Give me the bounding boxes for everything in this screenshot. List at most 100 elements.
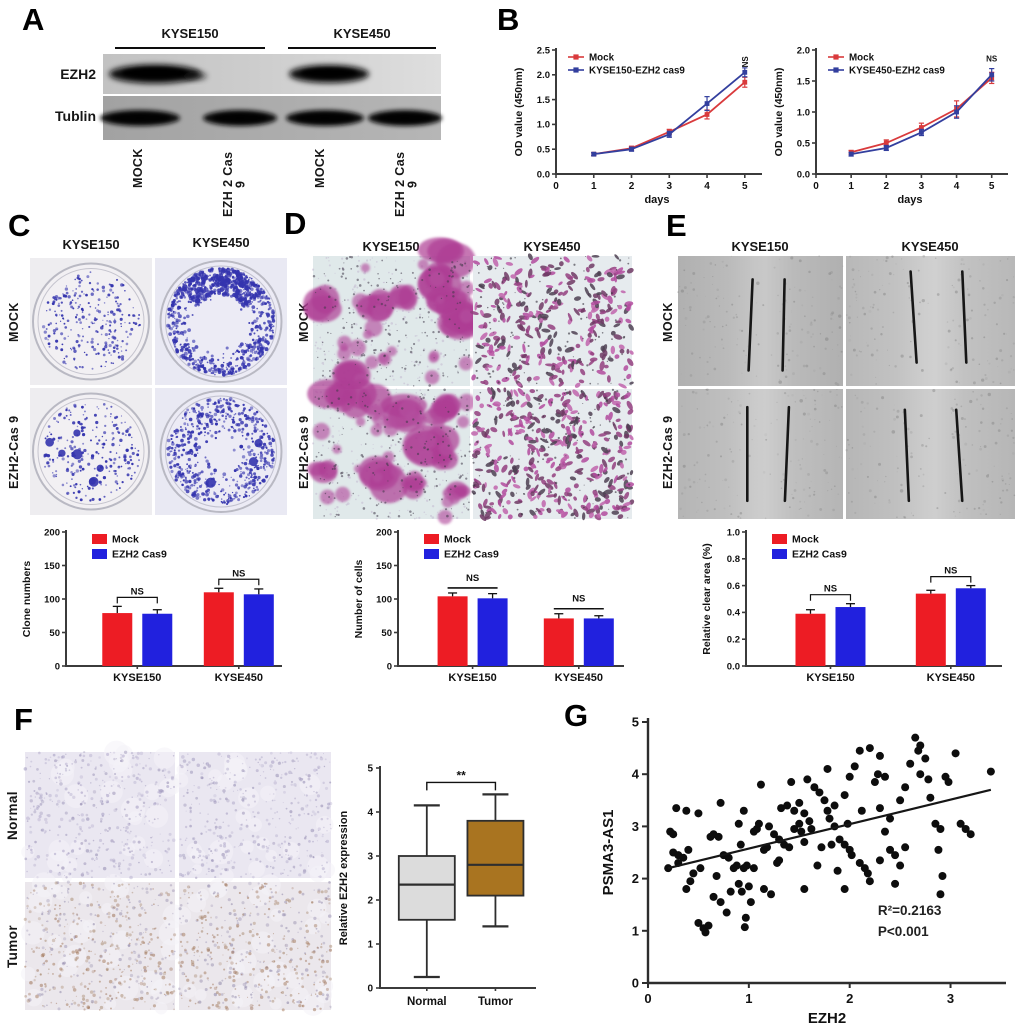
svg-text:Mock: Mock	[444, 534, 471, 546]
svg-text:1.5: 1.5	[797, 76, 811, 87]
panel-e-row-ezh2cas9: EZH2-Cas 9	[661, 415, 675, 489]
svg-text:Relative clear area (%): Relative clear area (%)	[701, 543, 713, 654]
panel-e-row-mock: MOCK	[661, 302, 675, 342]
panel-c-row-mock: MOCK	[7, 302, 21, 342]
svg-text:2.5: 2.5	[537, 45, 551, 56]
svg-text:0: 0	[387, 661, 392, 672]
svg-text:KYSE150-EZH2 cas9: KYSE150-EZH2 cas9	[589, 66, 685, 77]
lane-label: EZH 2 Cas 9	[393, 151, 420, 217]
cell-numbers-chart: 0 50 100 150 200 NS KYSE150 NS KYSE450 Mock EZH2 C…	[353, 527, 624, 684]
svg-text:0.0: 0.0	[727, 661, 740, 672]
svg-text:2.0: 2.0	[797, 45, 810, 56]
svg-text:1: 1	[848, 181, 854, 192]
panel-g-label: G	[564, 698, 589, 733]
svg-text:EZH2 Cas9: EZH2 Cas9	[444, 549, 499, 561]
svg-text:Number of cells: Number of cells	[353, 559, 365, 638]
panel-d-row-ezh2cas9: EZH2-Cas 9	[297, 415, 311, 489]
clone-numbers-chart: 0 50 100 150 200 NS KYSE150 NS KYSE450 Mock EZH2 C…	[21, 527, 282, 684]
group-underline	[115, 47, 265, 49]
ihc-images	[20, 740, 336, 1016]
svg-text:1: 1	[591, 181, 597, 192]
svg-text:0.5: 0.5	[537, 145, 551, 156]
panel-d-col-kyse450: KYSE450	[523, 239, 581, 254]
svg-text:0.0: 0.0	[537, 169, 550, 180]
svg-text:0.5: 0.5	[797, 138, 811, 149]
svg-text:OD value (450nm): OD value (450nm)	[773, 68, 785, 157]
svg-text:Clone numbers: Clone numbers	[21, 561, 33, 638]
clear-area-chart: 0.0 0.2 0.4 0.6 0.8 1.0 NS KYSE150 NS KYSE450 Mock…	[701, 527, 1002, 684]
svg-text:NS: NS	[944, 566, 957, 577]
svg-text:50: 50	[381, 628, 392, 639]
svg-text:5: 5	[742, 181, 748, 192]
svg-text:KYSE450-EZH2 cas9: KYSE450-EZH2 cas9	[849, 66, 945, 77]
wound-healing-images	[677, 254, 1016, 520]
blot-row-ezh2: EZH2	[60, 66, 96, 82]
svg-text:NS: NS	[131, 586, 144, 597]
svg-text:50: 50	[49, 628, 60, 639]
svg-text:KYSE150: KYSE150	[448, 672, 496, 684]
svg-text:2: 2	[883, 181, 889, 192]
svg-text:0: 0	[813, 181, 819, 192]
svg-text:NS: NS	[741, 56, 750, 68]
panel-e-col-kyse150: KYSE150	[731, 239, 789, 254]
svg-text:Mock: Mock	[849, 53, 875, 64]
svg-text:NS: NS	[986, 55, 998, 64]
panel-a-group-kyse450: KYSE450	[333, 26, 391, 41]
svg-text:150: 150	[376, 561, 392, 572]
svg-text:3: 3	[666, 181, 672, 192]
svg-text:EZH2 Cas9: EZH2 Cas9	[792, 549, 847, 561]
western-blot-image	[100, 54, 442, 140]
svg-text:0.2: 0.2	[727, 635, 740, 646]
svg-text:4: 4	[954, 181, 960, 192]
svg-text:0: 0	[553, 181, 559, 192]
svg-text:days: days	[897, 194, 922, 206]
panel-d-label: D	[284, 206, 307, 241]
svg-text:0.0: 0.0	[797, 169, 810, 180]
svg-text:NS: NS	[466, 573, 479, 584]
svg-text:EZH2 Cas9: EZH2 Cas9	[112, 549, 167, 561]
svg-text:OD value (450nm): OD value (450nm)	[513, 68, 525, 157]
lane-label: MOCK	[131, 148, 145, 188]
svg-text:0.8: 0.8	[727, 554, 740, 565]
panel-f-row-tumor: Tumor	[5, 925, 20, 969]
svg-text:KYSE450: KYSE450	[215, 672, 263, 684]
svg-text:100: 100	[44, 594, 60, 605]
lane-label: MOCK	[313, 148, 327, 188]
svg-text:200: 200	[44, 527, 60, 538]
svg-text:Mock: Mock	[792, 534, 819, 546]
colony-assay-images	[30, 258, 287, 515]
svg-text:KYSE450: KYSE450	[555, 672, 603, 684]
svg-text:0.4: 0.4	[727, 608, 741, 619]
svg-text:KYSE150: KYSE150	[113, 672, 161, 684]
panel-c-col-kyse150: KYSE150	[62, 237, 120, 252]
svg-text:1.5: 1.5	[537, 95, 551, 106]
svg-text:2.0: 2.0	[537, 70, 550, 81]
svg-text:0: 0	[55, 661, 60, 672]
svg-text:5: 5	[989, 181, 995, 192]
panel-a-label: A	[22, 2, 45, 37]
svg-text:NS: NS	[824, 584, 837, 595]
panel-c-row-ezh2cas9: EZH2-Cas 9	[7, 415, 21, 489]
svg-text:1.0: 1.0	[797, 107, 810, 118]
svg-text:NS: NS	[232, 568, 245, 579]
proliferation-chart-kyse150: 0.0 0.5 1.0 1.5 2.0 2.5 0 1 2 3 4 5 Mock KYSE150-EZH2…	[513, 45, 762, 206]
panel-f-label: F	[14, 702, 33, 737]
svg-text:150: 150	[44, 561, 60, 572]
panel-c-col-kyse450: KYSE450	[192, 235, 250, 250]
panel-b-label: B	[497, 2, 520, 37]
svg-text:2: 2	[629, 181, 635, 192]
svg-text:Mock: Mock	[112, 534, 139, 546]
svg-text:NS: NS	[572, 594, 585, 605]
svg-text:3: 3	[919, 181, 925, 192]
svg-text:1.0: 1.0	[537, 120, 550, 131]
panel-d-col-kyse150: KYSE150	[362, 239, 420, 254]
proliferation-chart-kyse450: 0.0 0.5 1.0 1.5 2.0 0 1 2 3 4 5 Mock KYSE450-EZH2 ca…	[773, 45, 1008, 206]
svg-text:days: days	[644, 194, 669, 206]
blot-row-tublin: Tublin	[55, 108, 96, 124]
svg-text:100: 100	[376, 594, 392, 605]
panel-f-row-normal: Normal	[5, 791, 20, 841]
transwell-assay-images	[303, 237, 635, 525]
